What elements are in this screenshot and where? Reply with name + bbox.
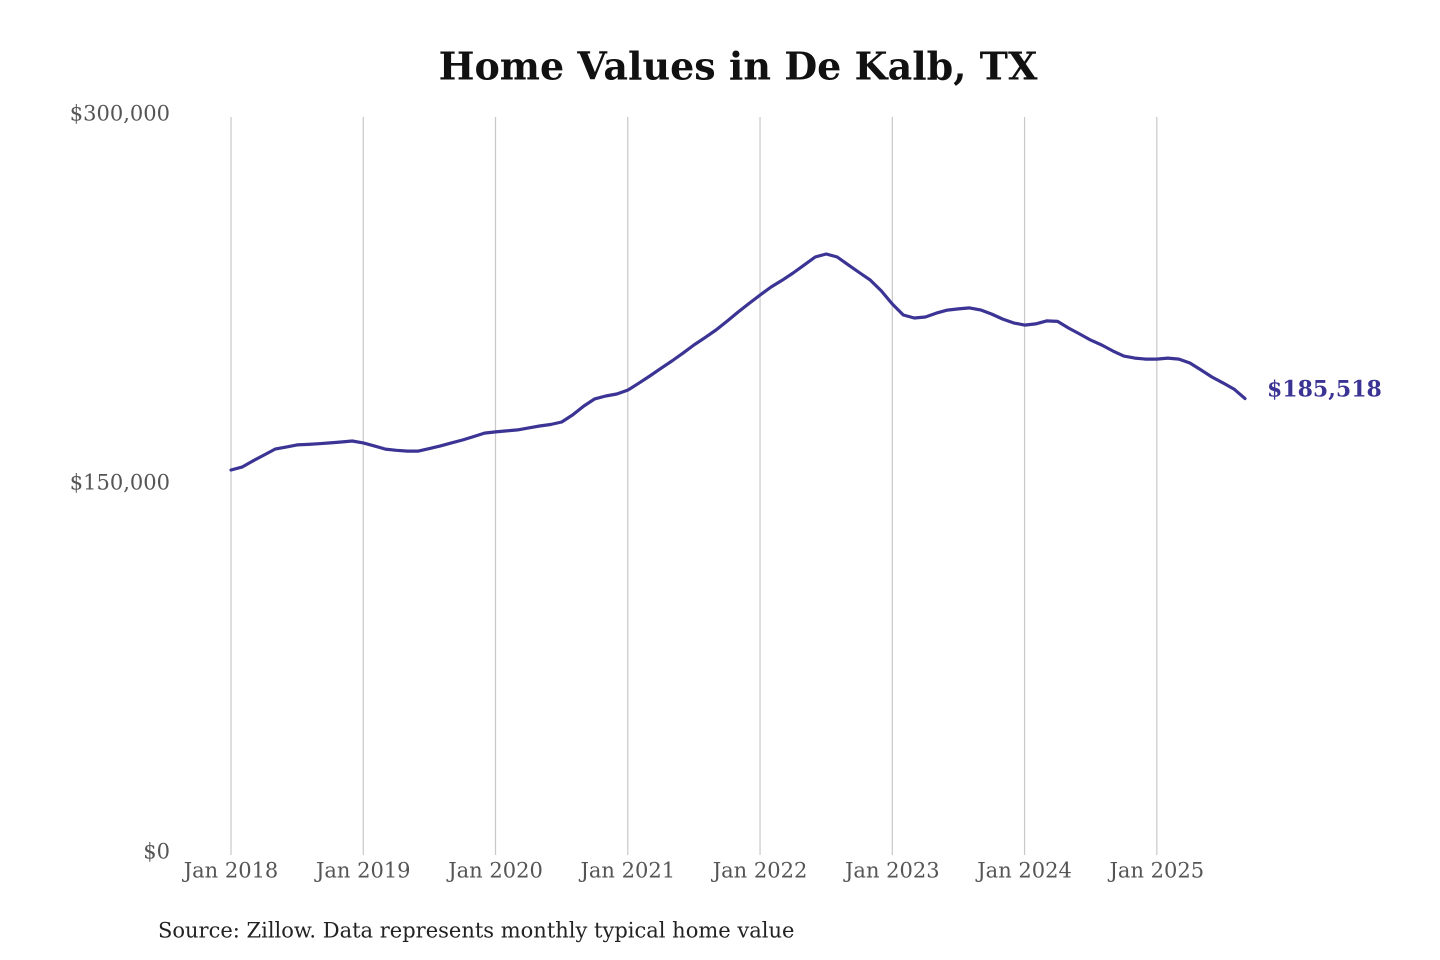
chart-title: Home Values in De Kalb, TX <box>439 44 1038 89</box>
x-tick-label: Jan 2022 <box>711 859 808 883</box>
x-tick-label: Jan 2024 <box>975 859 1072 883</box>
x-tick-label: Jan 2023 <box>843 859 940 883</box>
x-tick-label: Jan 2021 <box>578 859 675 883</box>
y-tick-label: $150,000 <box>70 471 170 495</box>
x-tick-label: Jan 2025 <box>1108 859 1205 883</box>
data-line <box>229 252 1247 472</box>
x-tick-label: Jan 2018 <box>182 859 279 883</box>
source-note: Source: Zillow. Data represents monthly … <box>158 919 794 943</box>
y-tick-label: $0 <box>143 840 170 864</box>
x-tick-label: Jan 2019 <box>314 859 411 883</box>
end-value-label: $185,518 <box>1267 377 1382 403</box>
y-tick-label: $300,000 <box>70 102 170 126</box>
x-tick-label: Jan 2020 <box>446 859 543 883</box>
